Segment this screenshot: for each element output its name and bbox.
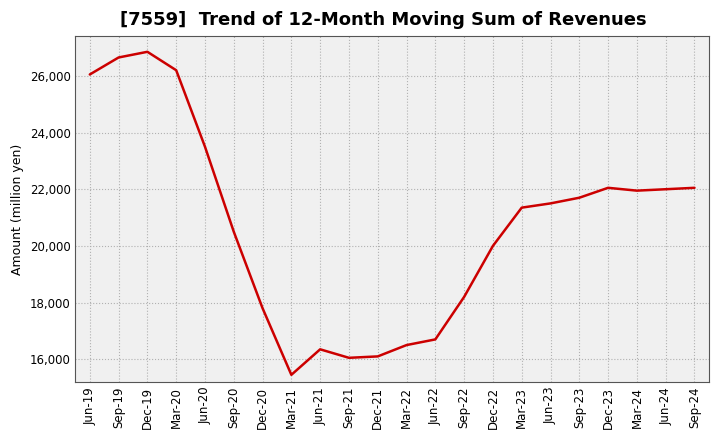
- Y-axis label: Amount (million yen): Amount (million yen): [11, 143, 24, 275]
- Text: [7559]  Trend of 12-Month Moving Sum of Revenues: [7559] Trend of 12-Month Moving Sum of R…: [120, 11, 647, 29]
